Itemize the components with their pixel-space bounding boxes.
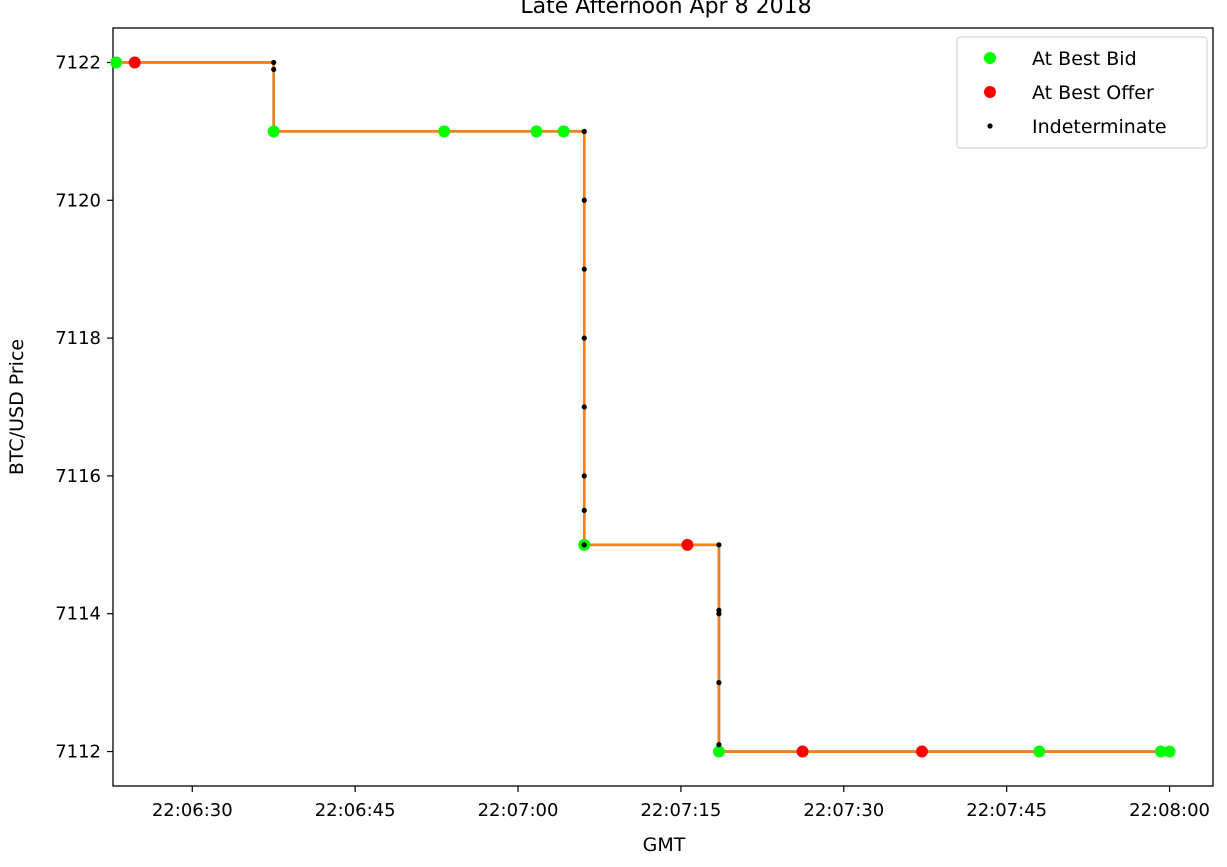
chart-title: Late Afternoon Apr 8 2018: [520, 0, 811, 19]
best-offer-series: [128, 56, 928, 758]
best-offer-point: [796, 745, 809, 758]
x-tick-label: 22:07:15: [640, 800, 721, 821]
y-tick-label: 7114: [55, 604, 101, 625]
legend-marker-best-bid: [984, 52, 996, 64]
x-axis: 22:06:30 22:06:45 22:07:00 22:07:15 22:07:30…: [152, 786, 1210, 821]
best-bid-point: [1154, 745, 1167, 758]
best-bid-point: [1033, 745, 1046, 758]
y-axis: 7112 7114 7116 7118 7120 7122: [55, 52, 113, 763]
y-axis-label: BTC/USD Price: [6, 339, 28, 475]
plot-area: [112, 27, 1214, 787]
y-tick-label: 7116: [55, 466, 101, 487]
best-bid-point: [712, 745, 725, 758]
indeterminate-point: [581, 473, 587, 479]
best-bid-point: [110, 56, 123, 69]
indeterminate-point: [581, 542, 587, 548]
indeterminate-point: [581, 404, 587, 410]
indeterminate-point: [716, 607, 722, 613]
best-bid-series: [110, 56, 1176, 758]
indeterminate-point: [271, 59, 277, 66]
best-offer-point: [128, 56, 141, 69]
best-bid-point: [557, 125, 570, 138]
best-bid-point: [530, 125, 543, 138]
best-bid-point: [438, 125, 451, 138]
indeterminate-point: [581, 507, 587, 513]
legend-label-best-bid: At Best Bid: [1032, 48, 1137, 70]
indeterminate-point: [716, 542, 722, 548]
indeterminate-point: [581, 197, 587, 203]
x-tick-label: 22:07:30: [803, 800, 884, 821]
legend-label-best-offer: At Best Offer: [1032, 82, 1154, 104]
x-tick-label: 22:07:45: [966, 800, 1047, 821]
indeterminate-point: [271, 66, 277, 72]
best-bid-point: [267, 125, 280, 138]
indeterminate-series: [271, 59, 722, 748]
y-tick-label: 7120: [55, 190, 101, 211]
legend-label-indeterminate: Indeterminate: [1032, 116, 1167, 138]
plot-layer: [110, 56, 1176, 758]
legend-marker-indeterminate: [987, 123, 993, 129]
x-tick-label: 22:06:45: [315, 800, 396, 821]
y-tick-label: 7112: [55, 742, 101, 763]
legend-marker-best-offer: [984, 86, 996, 98]
indeterminate-point: [581, 128, 587, 134]
x-tick-label: 22:06:30: [152, 800, 233, 821]
legend: At Best Bid At Best Offer Indeterminate: [956, 36, 1208, 149]
y-tick-label: 7122: [55, 52, 101, 73]
x-axis-label: GMT: [643, 834, 686, 856]
x-tick-label: 22:08:00: [1129, 800, 1210, 821]
best-offer-point: [681, 538, 694, 551]
best-offer-point: [915, 745, 928, 758]
best-bid-point: [1163, 745, 1176, 758]
indeterminate-point: [716, 742, 722, 748]
x-tick-label: 22:07:00: [478, 800, 559, 821]
indeterminate-point: [581, 335, 587, 341]
y-tick-label: 7118: [55, 328, 101, 349]
indeterminate-point: [716, 680, 722, 686]
legend-box: [956, 36, 1208, 149]
indeterminate-point: [581, 266, 587, 272]
